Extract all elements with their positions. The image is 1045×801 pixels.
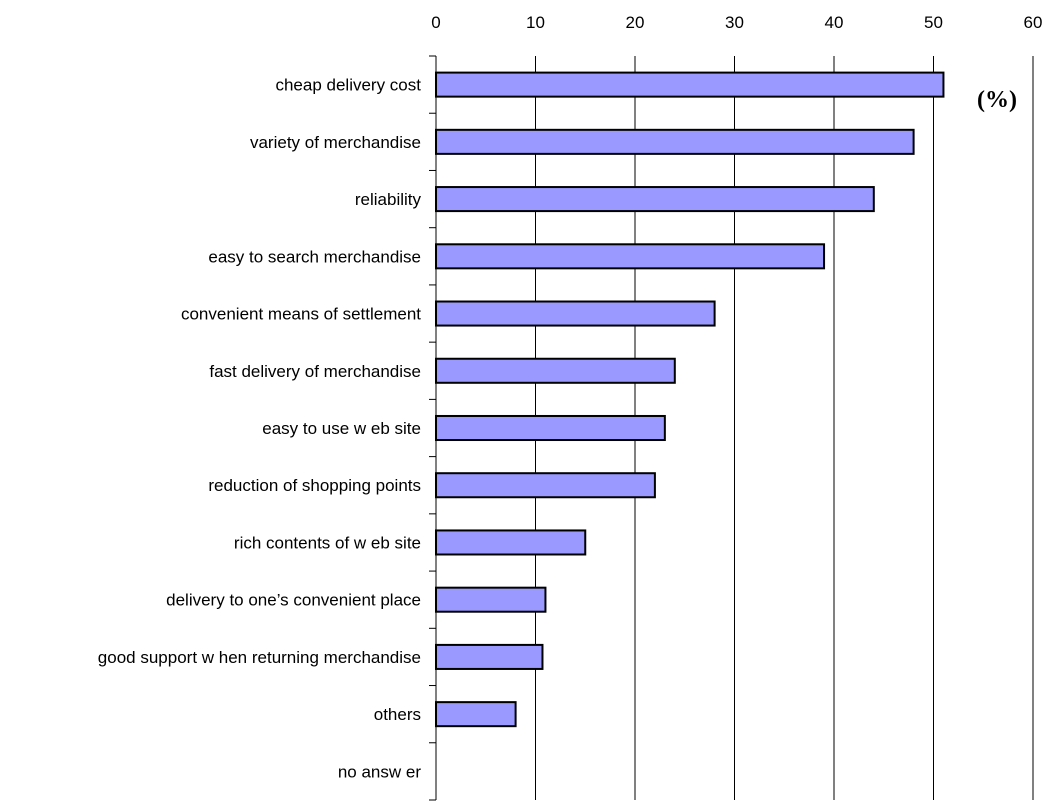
bar xyxy=(435,357,676,384)
bar xyxy=(435,472,656,499)
gridlines xyxy=(535,56,1034,800)
category-label: easy to use w eb site xyxy=(262,419,421,438)
bar xyxy=(435,186,875,213)
bar xyxy=(435,243,826,270)
x-tick-label: 60 xyxy=(1024,13,1043,32)
category-label: reliability xyxy=(355,190,422,209)
category-label: rich contents of w eb site xyxy=(234,533,421,552)
bar xyxy=(435,71,945,98)
x-tick-label: 20 xyxy=(626,13,645,32)
x-tick-label: 50 xyxy=(924,13,943,32)
category-labels: cheap delivery cost variety of merchandis… xyxy=(98,76,422,782)
category-label: variety of merchandise xyxy=(250,133,421,152)
category-axis xyxy=(429,55,437,801)
category-label: delivery to one’s convenient place xyxy=(166,591,421,610)
bar xyxy=(435,643,544,670)
x-tick-label: 40 xyxy=(825,13,844,32)
category-label: easy to search merchandise xyxy=(208,247,421,266)
bar xyxy=(435,701,517,728)
bars xyxy=(435,71,945,728)
category-label: reduction of shopping points xyxy=(208,476,421,495)
category-label: others xyxy=(374,705,421,724)
bar xyxy=(435,128,915,155)
category-label: fast delivery of merchandise xyxy=(209,362,421,381)
category-label: cheap delivery cost xyxy=(275,76,421,95)
bar xyxy=(435,529,587,556)
bar xyxy=(435,414,666,442)
category-label: good support w hen returning merchandise xyxy=(98,648,421,667)
x-tick-labels: 0 10 20 30 40 50 60 xyxy=(431,13,1042,32)
x-tick-label: 30 xyxy=(725,13,744,32)
category-label: no answ er xyxy=(338,762,421,781)
unit-label: (%) xyxy=(977,87,1017,113)
bar xyxy=(435,300,716,327)
x-tick-label: 10 xyxy=(526,13,545,32)
category-label: convenient means of settlement xyxy=(181,305,421,324)
x-tick-label: 0 xyxy=(431,13,440,32)
bar xyxy=(435,586,547,613)
